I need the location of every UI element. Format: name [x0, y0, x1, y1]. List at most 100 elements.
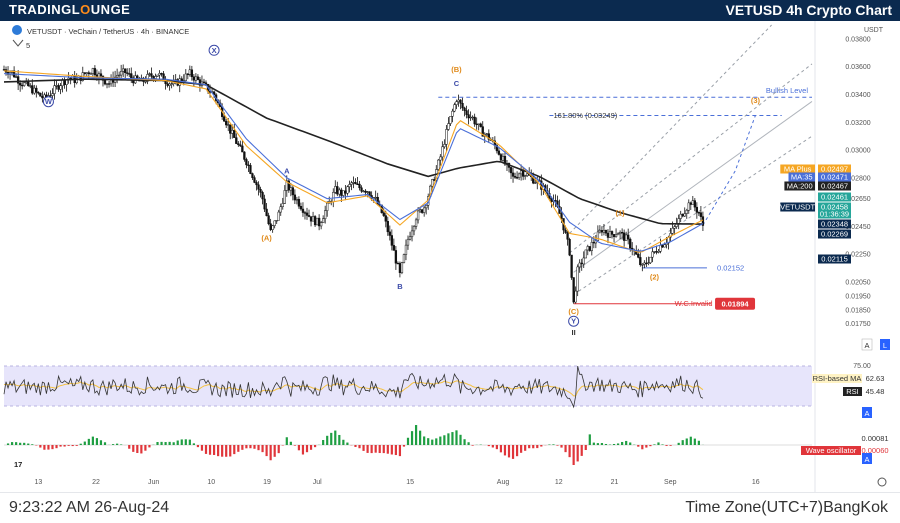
rsi-name: RSI: [846, 387, 859, 396]
candle-body: [324, 211, 326, 219]
oscillator-bar: [270, 445, 272, 460]
oscillator-bar: [698, 441, 700, 445]
oscillator-bar: [286, 437, 288, 445]
candle-body: [664, 245, 666, 247]
candle-body: [650, 257, 652, 263]
candle-body: [652, 252, 654, 257]
candle-body: [361, 188, 363, 191]
collapse-chevron-icon[interactable]: [13, 40, 23, 46]
oscillator-bar: [419, 431, 421, 445]
candle-body: [15, 77, 17, 78]
oscillator-bar: [536, 445, 538, 448]
vechain-logo-icon: [12, 25, 22, 35]
oscillator-bar: [302, 445, 304, 454]
oscillator-bar: [637, 445, 639, 447]
oscillator-bar: [330, 433, 332, 445]
settings-gear-icon[interactable]: [878, 478, 886, 486]
candle-body: [322, 219, 324, 223]
candle-body: [151, 74, 153, 77]
candle-body: [395, 250, 397, 263]
candle-body: [615, 235, 617, 237]
oscillator-bar: [51, 445, 53, 449]
candle-body: [227, 125, 229, 126]
candle-body: [19, 83, 21, 85]
tradinglounge-logo: TRADINGLOUNGE: [9, 2, 130, 19]
oscillator-bar: [500, 445, 502, 452]
candle-body: [235, 138, 237, 144]
oscillator-bar: [59, 445, 61, 447]
timestamp: 9:23:22 AM 26-Aug-24: [9, 499, 169, 517]
oscillator-bar: [629, 442, 631, 445]
candle-body: [512, 173, 514, 176]
candle-body: [60, 86, 62, 90]
oscillator-bar: [27, 444, 29, 445]
candle-body: [280, 207, 282, 212]
candle-body: [31, 86, 33, 94]
candle-body: [680, 214, 682, 218]
candle-body: [605, 230, 607, 233]
oscillator-bar: [217, 445, 219, 456]
oscillator-bar: [96, 438, 98, 445]
wave-label: (3): [751, 96, 761, 105]
oscillator-bar: [645, 445, 647, 448]
oscillator-bar: [84, 442, 86, 445]
candle-body: [645, 263, 647, 264]
oscillator-bar: [245, 445, 247, 448]
candle-body: [306, 213, 308, 215]
candle-body: [437, 160, 439, 169]
x-tick-label: 22: [92, 479, 100, 486]
candle-body: [591, 242, 593, 250]
candle-body: [290, 188, 292, 191]
candle-body: [336, 186, 338, 194]
candle-body: [237, 144, 239, 145]
oscillator-bar: [193, 443, 195, 445]
oscillator-name: Wave oscillator: [806, 446, 857, 455]
candle-body: [332, 192, 334, 201]
candle-body: [187, 74, 189, 75]
candle-body: [623, 233, 625, 241]
candle-body: [458, 100, 460, 102]
candle-body: [355, 182, 357, 184]
oscillator-bar: [496, 445, 498, 449]
rsi-ma-name: RSI-based MA: [813, 374, 862, 383]
price-tag-value: 0.02467: [821, 182, 848, 191]
osc-scale-label: A: [864, 455, 869, 464]
rsi-ma-value: 62.63: [866, 374, 885, 383]
candle-body: [326, 203, 328, 210]
candle-body: [197, 77, 199, 80]
oscillator-bar: [136, 445, 138, 453]
candle-body: [353, 182, 355, 183]
candle-body: [619, 232, 621, 233]
candle-body: [587, 246, 589, 250]
y-tick-label: 0.01950: [845, 293, 870, 300]
oscillator-bar: [581, 445, 583, 456]
candle-body: [314, 216, 316, 224]
oscillator-bar: [47, 445, 49, 450]
invalidation-value: 0.01894: [721, 300, 749, 309]
candle-body: [58, 85, 60, 89]
candle-body: [464, 108, 466, 111]
oscillator-bar: [552, 444, 554, 445]
candle-body: [195, 77, 197, 80]
candle-body: [452, 111, 454, 116]
oscillator-bar: [653, 444, 655, 445]
candle-body: [641, 264, 643, 265]
candle-body: [393, 245, 395, 250]
oscillator-bar: [160, 442, 162, 445]
candle-body: [383, 213, 385, 216]
candle-body: [365, 191, 367, 192]
candle-body: [603, 230, 605, 232]
candle-body: [155, 76, 157, 78]
interval-badge: 5: [26, 41, 30, 50]
oscillator-bar: [625, 441, 627, 445]
candle-body: [304, 213, 306, 214]
candle-body: [672, 228, 674, 233]
candle-body: [357, 184, 359, 185]
oscillator-bar: [128, 445, 130, 449]
candle-body: [171, 84, 173, 85]
oscillator-bar: [569, 445, 571, 457]
candle-body: [344, 191, 346, 194]
candle-body: [448, 124, 450, 130]
y-tick-label: 0.02050: [845, 280, 870, 287]
